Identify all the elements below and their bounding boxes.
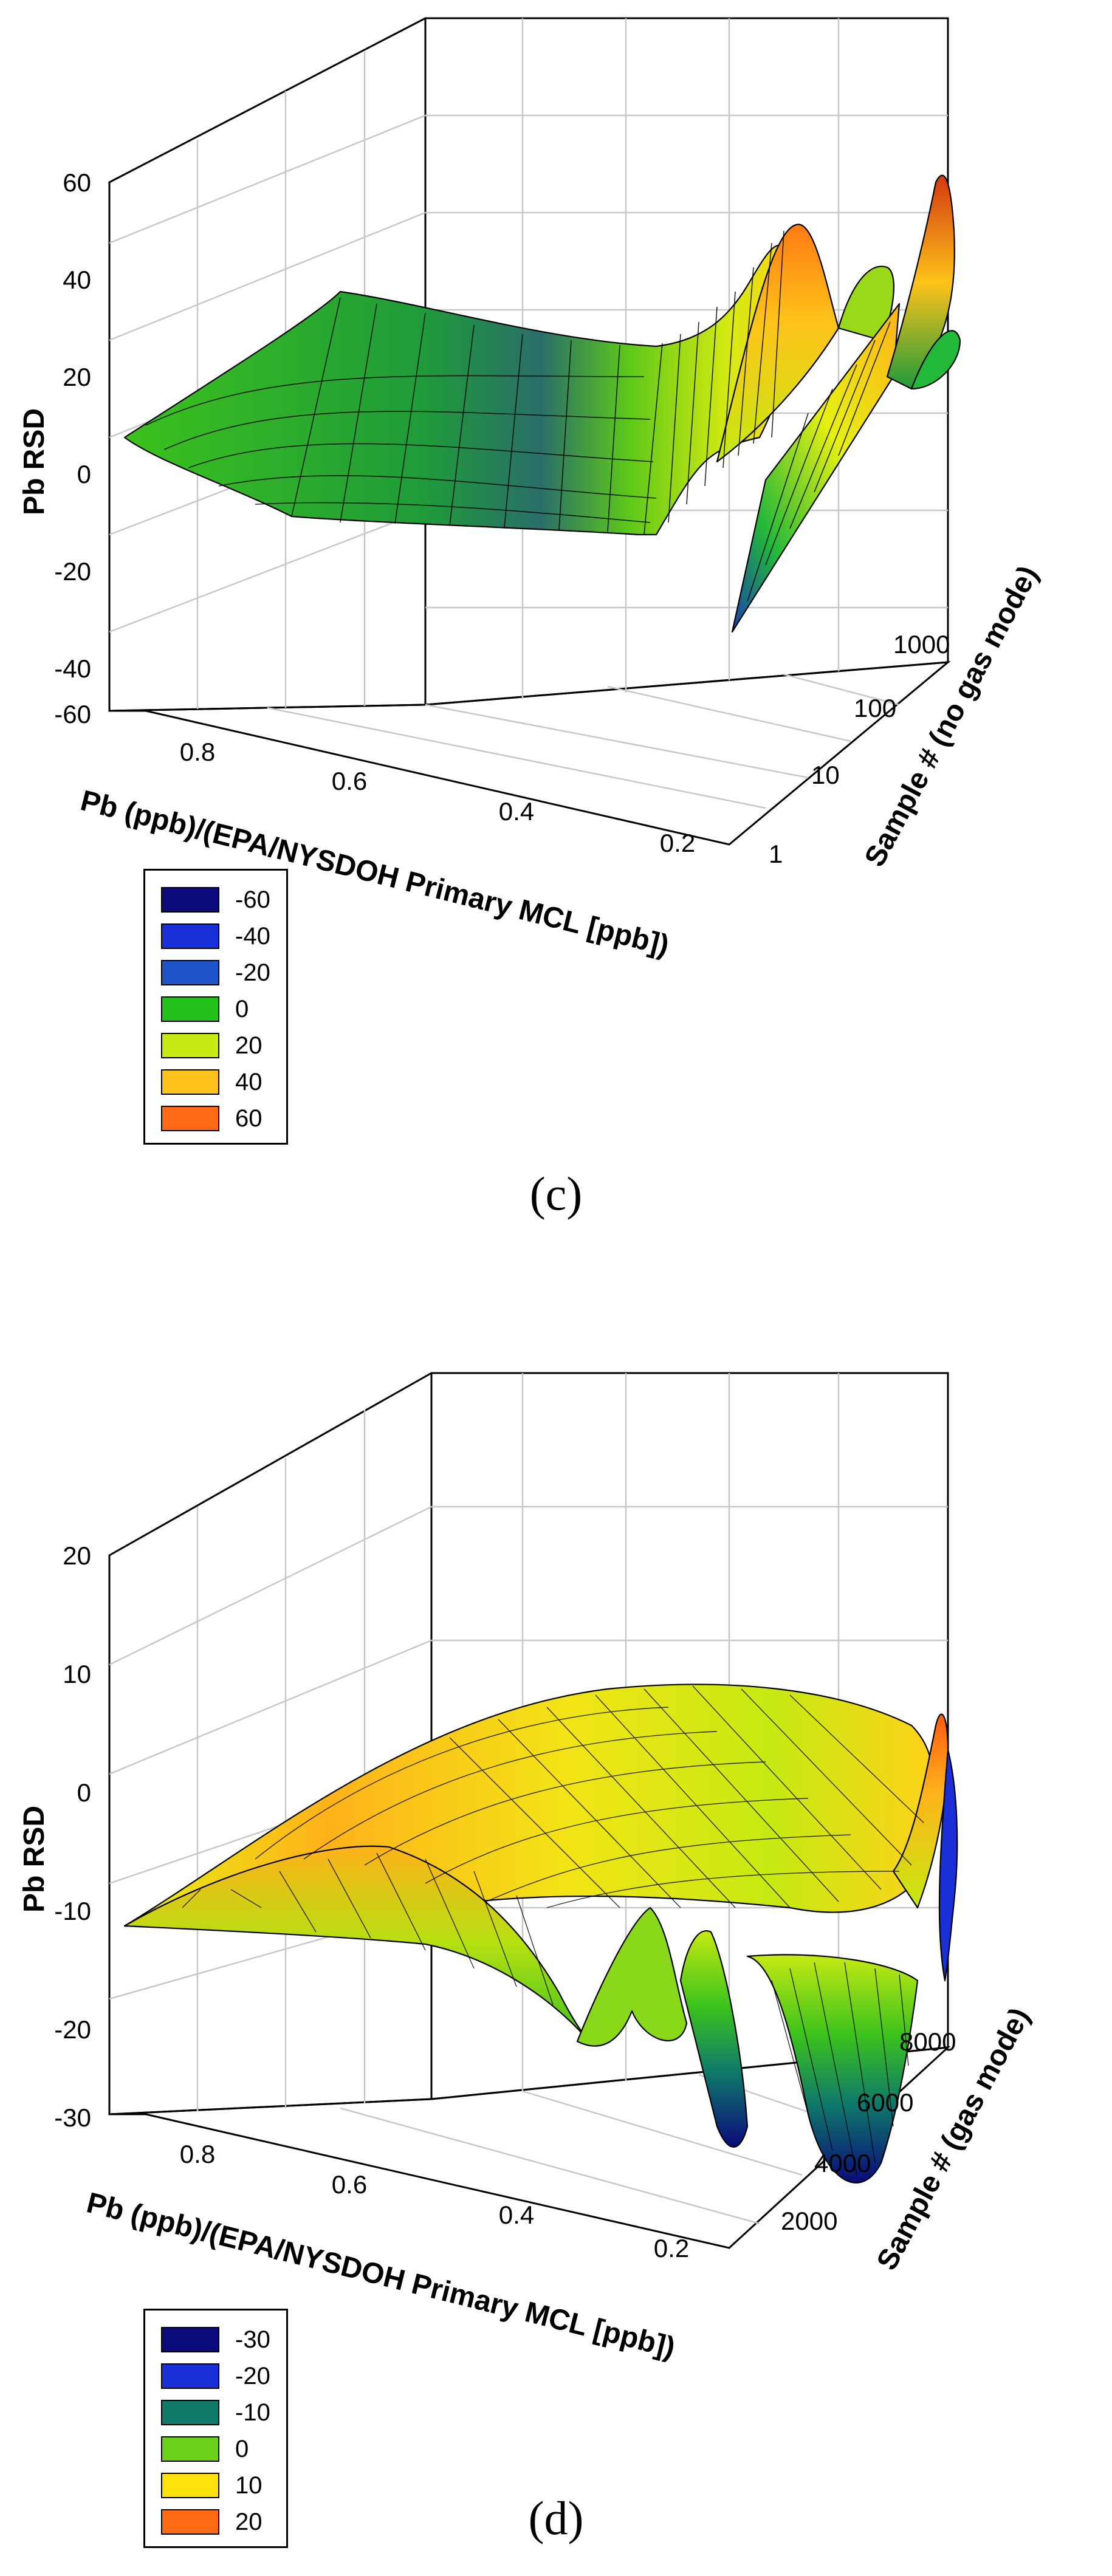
panel-label-c: (c) bbox=[529, 1167, 583, 1220]
legend-label: 20 bbox=[235, 2508, 263, 2535]
z-tick-c: -20 bbox=[54, 557, 91, 586]
z-tick-c: 0 bbox=[77, 460, 91, 488]
x-tick-c: 0.4 bbox=[499, 797, 534, 826]
z-axis-label-d: Pb RSD bbox=[18, 1806, 50, 1913]
z-axis-d: 20 10 0 -10 -20 -30 Pb RSD bbox=[18, 1541, 91, 2132]
surface-peak-c bbox=[716, 224, 840, 463]
legend-swatch bbox=[161, 960, 219, 985]
y-tick-d: 8000 bbox=[899, 2027, 956, 2056]
surface-tail-c bbox=[910, 330, 961, 390]
legend-item: -60 bbox=[161, 882, 270, 918]
z-tick-c: 20 bbox=[63, 363, 91, 391]
panel-label-d: (d) bbox=[528, 2492, 584, 2544]
surface-ripple-d bbox=[576, 1906, 688, 2047]
x-tick-d: 0.4 bbox=[499, 2201, 534, 2229]
y-tick-c: 100 bbox=[854, 694, 896, 722]
legend-swatch bbox=[161, 2363, 219, 2389]
legend-swatch bbox=[161, 923, 219, 949]
chart-panel-c: 60 40 20 0 -20 -40 -60 Pb RSD 0.8 0.6 0.… bbox=[0, 0, 1112, 1252]
x-tick-c: 0.2 bbox=[660, 829, 695, 857]
z-tick-d: 20 bbox=[63, 1541, 91, 1570]
z-axis-label-c: Pb RSD bbox=[18, 408, 50, 515]
legend-item: 60 bbox=[161, 1100, 270, 1137]
legend-swatch bbox=[161, 2327, 219, 2352]
legend-item: -30 bbox=[161, 2321, 270, 2358]
z-tick-d: 0 bbox=[77, 1778, 91, 1807]
legend-item: 10 bbox=[161, 2467, 270, 2504]
legend-label: -20 bbox=[235, 2362, 270, 2389]
mesh-d bbox=[182, 1685, 924, 2176]
legend-swatch bbox=[161, 2509, 219, 2535]
surface-dip-left-d bbox=[679, 1930, 749, 2148]
legend-label: -10 bbox=[235, 2399, 270, 2426]
y-tick-c: 10 bbox=[811, 761, 840, 789]
legend-label: 60 bbox=[235, 1105, 263, 1132]
z-tick-c: 40 bbox=[63, 265, 91, 294]
legend-label: 40 bbox=[235, 1068, 263, 1095]
x-tick-c: 0.8 bbox=[180, 738, 215, 766]
y-tick-d: 4000 bbox=[814, 2149, 871, 2177]
legend-item: 40 bbox=[161, 1064, 270, 1100]
mesh-c bbox=[145, 230, 891, 602]
legend-d: -30 -20 -10 0 10 20 bbox=[143, 2309, 288, 2548]
z-axis-c: 60 40 20 0 -20 -40 -60 Pb RSD bbox=[18, 168, 91, 728]
legend-swatch bbox=[161, 1033, 219, 1058]
surface-valley-d bbox=[746, 1954, 919, 2184]
z-tick-d: -30 bbox=[54, 2103, 91, 2132]
surface-edge-d bbox=[938, 1749, 958, 1982]
legend-swatch bbox=[161, 996, 219, 1022]
surface-spike-c bbox=[886, 174, 955, 390]
y-tick-c: 1000 bbox=[893, 630, 950, 659]
legend-item: -40 bbox=[161, 918, 270, 954]
z-tick-c: -60 bbox=[54, 700, 91, 728]
surface-blade-c bbox=[731, 303, 901, 633]
x-tick-c: 0.6 bbox=[332, 767, 367, 795]
x-tick-d: 0.2 bbox=[654, 2234, 689, 2263]
surface-chart-d: 20 10 0 -10 -20 -30 Pb RSD 0.8 0.6 0.4 0… bbox=[18, 1372, 1036, 2365]
surface-c bbox=[123, 174, 961, 633]
z-tick-d: -10 bbox=[54, 1897, 91, 1925]
chart-panel-d: 20 10 0 -10 -20 -30 Pb RSD 0.8 0.6 0.4 0… bbox=[0, 1324, 1112, 2576]
x-tick-d: 0.6 bbox=[332, 2170, 367, 2199]
legend-label: -60 bbox=[235, 886, 270, 913]
z-tick-d: -20 bbox=[54, 2015, 91, 2044]
legend-label: -40 bbox=[235, 922, 270, 950]
legend-c: -60 -40 -20 0 20 40 60 bbox=[143, 869, 288, 1145]
x-tick-d: 0.8 bbox=[180, 2140, 215, 2168]
legend-label: 0 bbox=[235, 995, 249, 1023]
legend-swatch bbox=[161, 2400, 219, 2425]
legend-item: 0 bbox=[161, 2431, 270, 2467]
y-tick-d: 6000 bbox=[857, 2088, 913, 2117]
legend-item: 0 bbox=[161, 991, 270, 1027]
legend-item: 20 bbox=[161, 2504, 270, 2540]
legend-label: 0 bbox=[235, 2435, 249, 2462]
legend-label: -30 bbox=[235, 2326, 270, 2353]
z-tick-d: 10 bbox=[63, 1660, 91, 1688]
legend-item: -20 bbox=[161, 954, 270, 991]
legend-swatch bbox=[161, 2436, 219, 2462]
legend-label: 20 bbox=[235, 1032, 263, 1059]
legend-label: -20 bbox=[235, 959, 270, 986]
legend-item: -10 bbox=[161, 2394, 270, 2431]
legend-swatch bbox=[161, 2473, 219, 2498]
legend-swatch bbox=[161, 887, 219, 913]
z-tick-c: 60 bbox=[63, 168, 91, 197]
legend-label: 10 bbox=[235, 2472, 263, 2499]
legend-item: 20 bbox=[161, 1027, 270, 1064]
y-tick-d: 2000 bbox=[781, 2207, 837, 2235]
z-tick-c: -40 bbox=[54, 654, 91, 683]
y-tick-c: 1 bbox=[769, 840, 783, 868]
surface-chart-c: 60 40 20 0 -20 -40 -60 Pb RSD 0.8 0.6 0.… bbox=[18, 17, 1045, 962]
legend-item: -20 bbox=[161, 2358, 270, 2394]
legend-swatch bbox=[161, 1106, 219, 1131]
legend-swatch bbox=[161, 1069, 219, 1095]
